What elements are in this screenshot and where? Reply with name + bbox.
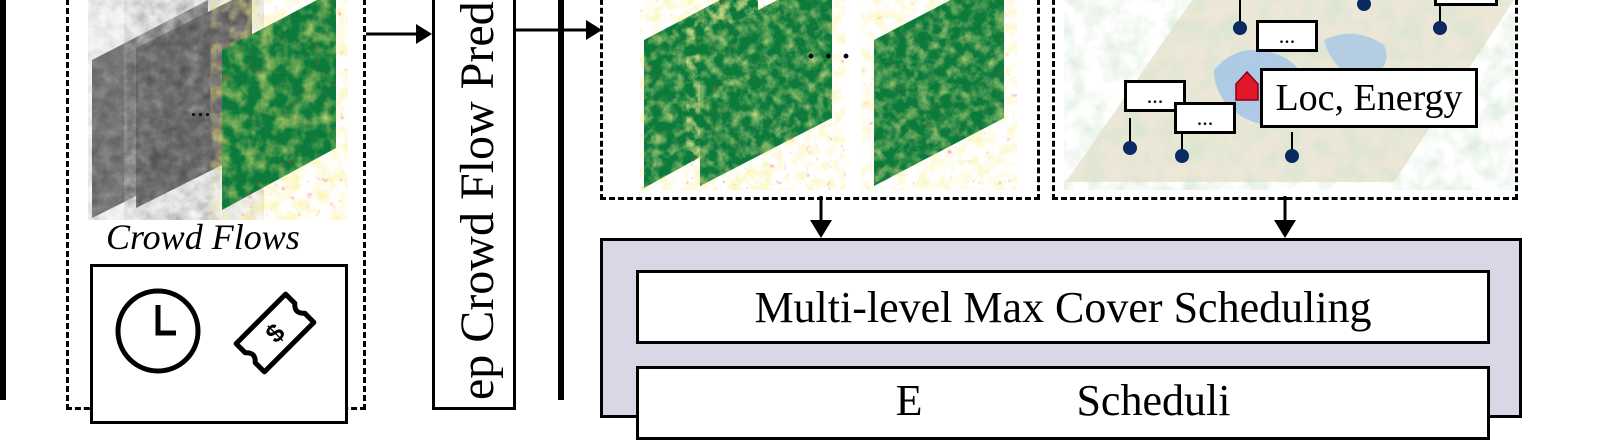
outer-frame-left: [0, 0, 6, 400]
map-callout-loc-energy: Loc, Energy: [1260, 68, 1478, 128]
heatmap-dots: · · ·: [806, 40, 852, 73]
location-marker: [1285, 149, 1299, 163]
predicted-heatmaps: [644, 0, 1004, 188]
arrow-heatmaps-down: [810, 196, 832, 238]
location-marker: [1123, 141, 1137, 155]
crowd-flow-frames: [92, 0, 336, 218]
location-marker: [1175, 149, 1189, 163]
energy-scheduling-box: E Scheduli: [636, 366, 1490, 440]
ticket-icon: $: [233, 291, 317, 375]
location-marker: [1433, 21, 1447, 35]
crowd-flows-dots: ...: [190, 92, 211, 123]
map-callout-small: ...: [1256, 20, 1318, 52]
map-callout-top-right: [1434, 0, 1498, 6]
module-frame-left: [558, 0, 564, 400]
crowd-flows-label: Crowd Flows: [106, 217, 300, 257]
arrow-to-predictor: [366, 24, 432, 44]
map-markers: [1123, 0, 1447, 163]
max-cover-scheduling-box: Multi-level Max Cover Scheduling: [636, 270, 1490, 344]
location-marker: [1357, 0, 1371, 11]
clock-icon: [115, 288, 201, 374]
arrow-to-heatmaps: [516, 20, 602, 40]
svg-text:$: $: [259, 317, 291, 349]
energy-scheduling-label: E Scheduli: [895, 376, 1231, 425]
crowd-flow-predictor-label: ep Crowd Flow Pred: [451, 1, 504, 400]
map-callout-small: ...: [1174, 102, 1236, 134]
arrow-map-down: [1274, 196, 1296, 238]
station-marker: [1235, 70, 1259, 101]
location-marker: [1233, 21, 1247, 35]
